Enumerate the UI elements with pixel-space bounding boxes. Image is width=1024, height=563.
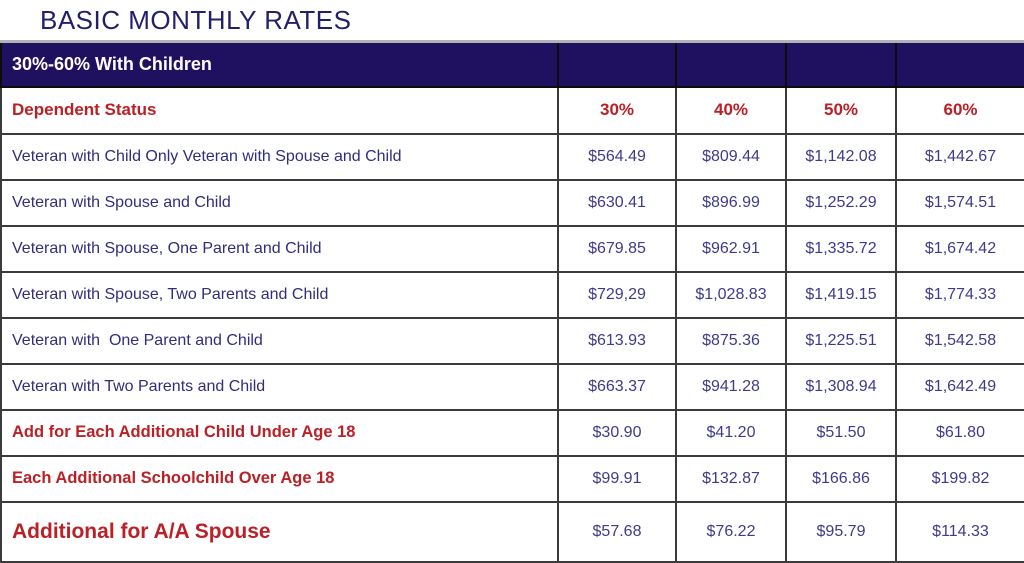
- rate-cell: $1,142.08: [785, 132, 897, 181]
- rate-cell: $1,419.15: [785, 270, 897, 319]
- rate-cell: $875.36: [675, 316, 787, 365]
- column-header-60: 60%: [895, 85, 1024, 135]
- rate-cell: $41.20: [675, 408, 787, 457]
- rate-cell: $1,574.51: [895, 178, 1024, 227]
- rate-cell: $61.80: [895, 408, 1024, 457]
- rate-cell: $1,225.51: [785, 316, 897, 365]
- rate-cell: $1,642.49: [895, 362, 1024, 411]
- rate-cell: $1,252.29: [785, 178, 897, 227]
- group-header-cell: [785, 40, 897, 88]
- rate-cell: $199.82: [895, 454, 1024, 503]
- rate-cell: $30.90: [557, 408, 677, 457]
- rate-cell: $57.68: [557, 500, 677, 563]
- row-label: Each Additional Schoolchild Over Age 18: [0, 454, 559, 503]
- rate-cell: $1,542.58: [895, 316, 1024, 365]
- column-header-30: 30%: [557, 85, 677, 135]
- rate-cell: $564.49: [557, 132, 677, 181]
- column-header-40: 40%: [675, 85, 787, 135]
- rate-cell: $663.37: [557, 362, 677, 411]
- row-label: Veteran with Child Only Veteran with Spo…: [0, 132, 559, 181]
- group-header-row: 30%-60% With Children: [0, 40, 1024, 88]
- table-row: Add for Each Additional Child Under Age …: [0, 408, 1024, 457]
- column-header-label: Dependent Status: [0, 85, 559, 135]
- row-label: Veteran with Spouse and Child: [0, 178, 559, 227]
- rate-cell: $76.22: [675, 500, 787, 563]
- rate-cell: $630.41: [557, 178, 677, 227]
- rate-cell: $1,674.42: [895, 224, 1024, 273]
- rates-table: 30%-60% With Children Dependent Status 3…: [0, 40, 1024, 563]
- group-header-cell: [895, 40, 1024, 88]
- row-label: Veteran with Spouse, Two Parents and Chi…: [0, 270, 559, 319]
- rate-cell: $114.33: [895, 500, 1024, 563]
- rate-cell: $613.93: [557, 316, 677, 365]
- rate-cell: $166.86: [785, 454, 897, 503]
- rate-cell: $896.99: [675, 178, 787, 227]
- rate-cell: $51.50: [785, 408, 897, 457]
- rate-cell: $95.79: [785, 500, 897, 563]
- rate-cell: $962.91: [675, 224, 787, 273]
- rate-cell: $941.28: [675, 362, 787, 411]
- row-label: Veteran with One Parent and Child: [0, 316, 559, 365]
- table-row: Additional for A/A Spouse $57.68 $76.22 …: [0, 500, 1024, 563]
- rate-cell: $1,028.83: [675, 270, 787, 319]
- rate-cell: $1,335.72: [785, 224, 897, 273]
- table-row: Veteran with Spouse, One Parent and Chil…: [0, 224, 1024, 273]
- rate-cell: $132.87: [675, 454, 787, 503]
- table-row: Each Additional Schoolchild Over Age 18 …: [0, 454, 1024, 503]
- rate-cell: $809.44: [675, 132, 787, 181]
- title-bar: BASIC MONTHLY RATES: [0, 0, 1024, 40]
- group-header-title: 30%-60% With Children: [0, 40, 559, 88]
- column-header-50: 50%: [785, 85, 897, 135]
- table-row: Veteran with Spouse and Child $630.41 $8…: [0, 178, 1024, 227]
- row-label: Veteran with Two Parents and Child: [0, 362, 559, 411]
- table-row: Veteran with Two Parents and Child $663.…: [0, 362, 1024, 411]
- table-row: Veteran with Child Only Veteran with Spo…: [0, 132, 1024, 181]
- rate-cell: $1,308.94: [785, 362, 897, 411]
- table-row: Veteran with Spouse, Two Parents and Chi…: [0, 270, 1024, 319]
- row-label: Additional for A/A Spouse: [0, 500, 559, 563]
- row-label: Veteran with Spouse, One Parent and Chil…: [0, 224, 559, 273]
- row-label: Add for Each Additional Child Under Age …: [0, 408, 559, 457]
- rate-cell: $729,29: [557, 270, 677, 319]
- page-title: BASIC MONTHLY RATES: [40, 4, 352, 35]
- rate-cell: $1,442.67: [895, 132, 1024, 181]
- group-header-cell: [557, 40, 677, 88]
- rate-cell: $1,774.33: [895, 270, 1024, 319]
- rate-cell: $99.91: [557, 454, 677, 503]
- table-row: Veteran with One Parent and Child $613.9…: [0, 316, 1024, 365]
- group-header-cell: [675, 40, 787, 88]
- column-header-row: Dependent Status 30% 40% 50% 60%: [0, 85, 1024, 135]
- rate-cell: $679.85: [557, 224, 677, 273]
